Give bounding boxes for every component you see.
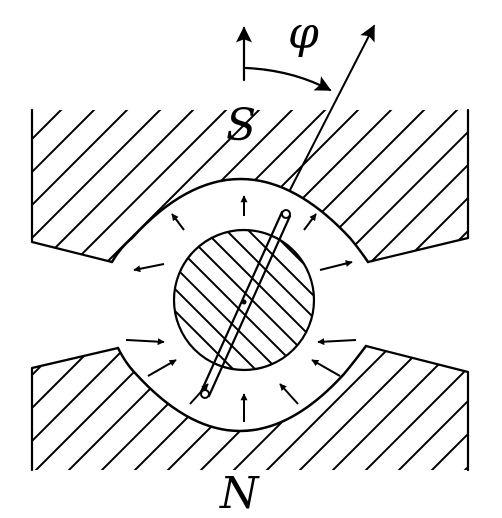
radial-field-arrows [125, 195, 357, 422]
coil-frame [199, 24, 375, 399]
south-pole-hatch-line-5 [38, 110, 196, 262]
field-arrow-10 [133, 263, 165, 273]
iron-core-hatch-line-3 [174, 230, 297, 370]
south-pole-hatch-line-0 [0, 108, 30, 264]
north-pole-hatch-line-13 [330, 346, 460, 470]
coil-top-pivot [281, 209, 291, 219]
north-pole-hatch-line-14 [363, 346, 468, 470]
north-pole-hatch-line-3 [32, 346, 130, 470]
angle-label: φ [288, 8, 319, 59]
field-arrow-1 [189, 383, 209, 405]
field-arrow-2 [279, 383, 299, 405]
rotation-axis [241, 299, 247, 305]
coil-bottom-pivot [200, 389, 210, 399]
field-arrow-5 [125, 338, 165, 346]
iron-core-hatch-line-1 [174, 230, 253, 370]
south-pole-face [110, 177, 370, 264]
pointer-line [289, 24, 375, 191]
iron-core-hatch-line-12 [273, 230, 314, 370]
south-pole-hatch-line-12 [269, 110, 427, 262]
north-pole-hatch-line-15 [396, 346, 468, 470]
south-pole-hatch-line-3 [32, 110, 130, 262]
iron-core-hatch-line-2 [174, 230, 275, 370]
north-pole-outline [30, 344, 470, 472]
north-pole-face [116, 344, 368, 433]
iron-core-hatch-line-5 [174, 230, 314, 370]
south-pole-hatch-line-4 [32, 110, 163, 262]
field-arrow-11 [319, 260, 353, 271]
north-pole-label: N [219, 468, 260, 518]
north-pole-hatch-line-11 [264, 346, 394, 470]
south-pole-outline [30, 108, 470, 264]
angle-indicator [236, 26, 332, 92]
south-pole-hatch-line-18 [467, 110, 468, 262]
north-pole-hatch-line-7 [132, 346, 262, 470]
south-pole-hatch-line-17 [434, 110, 468, 262]
field-arrow-4 [311, 359, 341, 377]
iron-core-hatch-line-9 [207, 230, 314, 370]
south-pole-label: S [226, 100, 256, 151]
north-pole-hatch-line-0 [0, 344, 30, 472]
north-pole-hatch-line-6 [99, 346, 229, 470]
north-pole-hatch-line-12 [297, 346, 427, 470]
field-arrow-6 [317, 338, 357, 346]
iron-core-hatch-line-0 [174, 230, 231, 370]
north-pole-hatch-line-10 [231, 346, 361, 470]
field-arrow-3 [147, 359, 177, 377]
iron-core-hatch-line-4 [174, 230, 314, 370]
south-pole-hatch-line-6 [71, 110, 229, 262]
iron-core-hatch-line-8 [185, 230, 314, 370]
south-pole-hatch-line-2 [32, 110, 97, 262]
south-pole-hatch-line-14 [335, 110, 468, 262]
angle-arc [244, 66, 332, 92]
field-arrow-7 [171, 213, 185, 231]
south-pole-hatch-line-11 [236, 110, 394, 262]
iron-core-hatch-line-11 [251, 230, 314, 370]
north-pole-piece [0, 344, 470, 472]
north-pole-hatching [0, 344, 468, 472]
south-pole-hatch-line-16 [401, 110, 468, 262]
iron-core-hatch-line-7 [174, 230, 314, 370]
north-pole-hatch-line-16 [429, 346, 468, 470]
south-pole-hatch-line-15 [368, 110, 468, 262]
field-arrow-8 [303, 213, 317, 231]
north-pole-hatch-line-2 [32, 346, 97, 470]
south-pole-hatch-line-1 [32, 110, 64, 262]
iron-core-outline [172, 228, 316, 372]
south-pole-hatch-line-13 [302, 110, 460, 262]
